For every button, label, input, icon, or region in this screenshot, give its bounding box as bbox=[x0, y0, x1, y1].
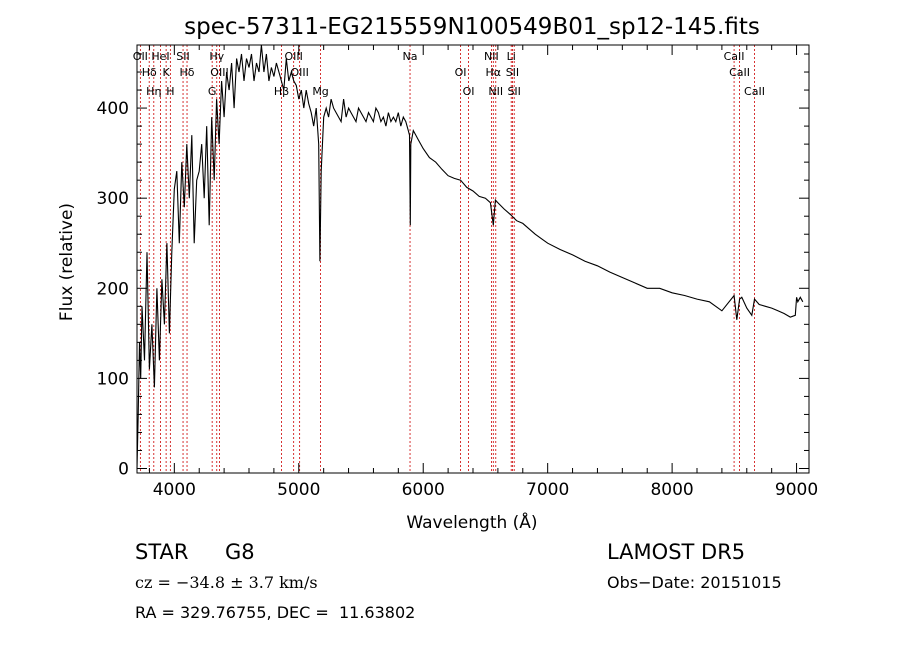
spectral-line-label: K bbox=[163, 66, 171, 79]
chart-title: spec-57311-EG215559N100549B01_sp12-145.f… bbox=[184, 14, 760, 40]
y-tick-label: 400 bbox=[97, 99, 129, 119]
y-axis-ticks: 0 100 200 300 400 bbox=[97, 53, 809, 479]
spectral-line-label: CaII bbox=[744, 85, 765, 98]
spectral-line-label: HeI bbox=[151, 50, 169, 63]
y-tick-label: 300 bbox=[97, 189, 129, 209]
redshift-text: cz = −34.8 ± 3.7 km/s bbox=[135, 573, 318, 592]
y-axis-label: Flux (relative) bbox=[57, 203, 77, 321]
x-tick-label: 4000 bbox=[153, 480, 196, 500]
spectral-line-label: Hα bbox=[486, 66, 502, 79]
survey-name: LAMOST DR5 bbox=[607, 540, 746, 564]
spectral-line-label: OIII bbox=[210, 66, 228, 79]
spectral-line-label: OIII bbox=[284, 50, 302, 63]
spectral-line-label: NII bbox=[488, 85, 503, 98]
spectrum-line bbox=[136, 44, 804, 469]
spectral-line-label: Hβ bbox=[274, 85, 289, 98]
spectral-line-label: G bbox=[208, 85, 217, 98]
spectral-line-label: OIII bbox=[290, 66, 308, 79]
x-tick-label: 5000 bbox=[277, 480, 320, 500]
spectral-line-label: SII bbox=[176, 50, 189, 63]
object-subclass: G8 bbox=[225, 540, 255, 564]
spectral-line-label: H bbox=[166, 85, 174, 98]
x-axis-label: Wavelength (Å) bbox=[406, 511, 537, 533]
spectral-line-label: Hη bbox=[146, 85, 161, 98]
spectral-line-label: Hγ bbox=[209, 50, 224, 63]
spectral-line-label: Hδ bbox=[142, 66, 157, 79]
spectral-line-label: CaII bbox=[724, 50, 745, 63]
x-tick-label: 7000 bbox=[526, 480, 569, 500]
object-class: STAR bbox=[135, 540, 189, 564]
x-tick-label: 6000 bbox=[402, 480, 445, 500]
spectral-line-label: Na bbox=[403, 50, 418, 63]
y-tick-label: 100 bbox=[97, 369, 129, 389]
x-tick-label: 8000 bbox=[650, 480, 693, 500]
spectral-line-labels: OIIHδHηHeIKHSIIHδGHγOIIIHβOIIIOIIIMgNaOI… bbox=[133, 50, 765, 98]
spectral-line-label: SII bbox=[506, 66, 519, 79]
y-tick-label: 0 bbox=[118, 459, 129, 479]
spectral-line-label: CaII bbox=[729, 66, 750, 79]
spectral-line-label: Li bbox=[507, 50, 516, 63]
spectral-line-label: OI bbox=[455, 66, 467, 79]
x-tick-label: 9000 bbox=[775, 480, 818, 500]
x-axis-ticks: 4000 5000 6000 7000 8000 9000 bbox=[148, 45, 818, 500]
spectral-line-label: Mg bbox=[312, 85, 328, 98]
spectral-line-label: SII bbox=[507, 85, 520, 98]
spectral-line-label: OI bbox=[463, 85, 475, 98]
spectral-line-label: OII bbox=[133, 50, 148, 63]
spectral-line-markers bbox=[139, 45, 755, 473]
spectral-line-label: Hδ bbox=[180, 66, 195, 79]
coordinates-text: RA = 329.76755, DEC = 11.63802 bbox=[135, 603, 416, 622]
spectral-line-label: NII bbox=[484, 50, 499, 63]
y-tick-label: 200 bbox=[97, 279, 129, 299]
plot-frame bbox=[136, 44, 810, 474]
observation-date: Obs−Date: 20151015 bbox=[607, 573, 782, 592]
